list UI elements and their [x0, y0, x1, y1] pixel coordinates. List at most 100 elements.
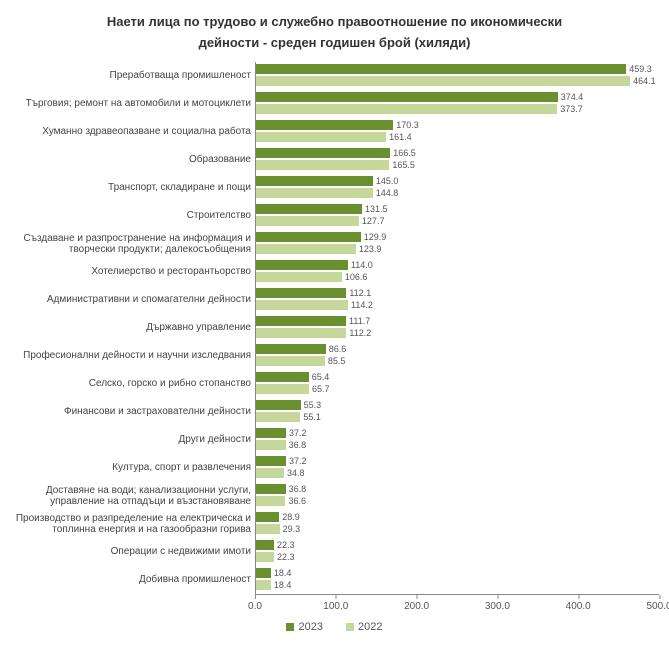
bar-fill: [256, 260, 348, 270]
bar-value-label: 459.3: [626, 64, 652, 74]
bar-group: 131.5127.7: [256, 202, 659, 230]
chart-title: Наети лица по трудово и служебно правоот…: [10, 12, 659, 54]
category-label: Търговия; ремонт на автомобили и мотоцик…: [10, 90, 255, 118]
bar-fill: [256, 216, 359, 226]
bar: 373.7: [256, 104, 557, 114]
bar-fill: [256, 64, 626, 74]
bar-fill: [256, 400, 301, 410]
bar-value-label: 131.5: [362, 204, 388, 214]
category-label: Добивна промишленост: [10, 566, 255, 594]
category-label: Доставяне на води; канализационни услуги…: [10, 482, 255, 510]
legend-item-2022: 2022: [346, 621, 382, 633]
bar: 111.7: [256, 316, 346, 326]
x-tick: 0.0: [248, 595, 262, 612]
bar-group: 28.929.3: [256, 510, 659, 538]
bar: 65.4: [256, 372, 309, 382]
bar: 37.2: [256, 428, 286, 438]
bar: 28.9: [256, 512, 279, 522]
bar-fill: [256, 300, 348, 310]
category-label: Операции с недвижими имоти: [10, 538, 255, 566]
legend-swatch-2023: [286, 623, 294, 631]
category-label: Селско, горско и рибно стопанство: [10, 370, 255, 398]
bar-value-label: 464.1: [630, 76, 656, 86]
bar-fill: [256, 132, 386, 142]
bar-fill: [256, 384, 309, 394]
bar-fill: [256, 440, 286, 450]
category-label: Създаване и разпространение на информаци…: [10, 230, 255, 258]
bar: 166.5: [256, 148, 390, 158]
category-label: Производство и разпределение на електрич…: [10, 510, 255, 538]
legend-label-2023: 2023: [298, 621, 322, 633]
bar-fill: [256, 552, 274, 562]
bar-fill: [256, 496, 285, 506]
bar-value-label: 161.4: [386, 132, 412, 142]
bar: 36.6: [256, 496, 285, 506]
bar-fill: [256, 512, 279, 522]
legend-swatch-2022: [346, 623, 354, 631]
bar-value-label: 112.2: [346, 328, 371, 338]
bar-value-label: 123.9: [356, 244, 382, 254]
bar-fill: [256, 288, 346, 298]
bar: 85.5: [256, 356, 325, 366]
bar: 29.3: [256, 524, 280, 534]
bar: 18.4: [256, 580, 271, 590]
bar: 161.4: [256, 132, 386, 142]
bar: 36.8: [256, 484, 286, 494]
bar-value-label: 106.6: [342, 272, 368, 282]
category-label: Хуманно здравеопазване и социална работа: [10, 118, 255, 146]
bar-value-label: 165.5: [389, 160, 415, 170]
bar-value-label: 65.4: [309, 372, 330, 382]
category-label: Строителство: [10, 202, 255, 230]
bar-fill: [256, 328, 346, 338]
bar-value-label: 37.2: [286, 428, 307, 438]
bar-value-label: 111.7: [346, 316, 370, 326]
bar-fill: [256, 316, 346, 326]
bar-fill: [256, 104, 557, 114]
bar-fill: [256, 568, 271, 578]
bar: 36.8: [256, 440, 286, 450]
category-label: Други дейности: [10, 426, 255, 454]
bar-value-label: 55.1: [300, 412, 321, 422]
bar-fill: [256, 76, 630, 86]
bar-fill: [256, 232, 361, 242]
bar-fill: [256, 412, 300, 422]
x-tick: 500.0: [646, 595, 669, 612]
bar: 37.2: [256, 456, 286, 466]
bar: 114.0: [256, 260, 348, 270]
bar-value-label: 18.4: [271, 580, 292, 590]
bar-value-label: 55.3: [301, 400, 322, 410]
bar-value-label: 144.8: [373, 188, 399, 198]
category-label: Държавно управление: [10, 314, 255, 342]
bar: 55.1: [256, 412, 300, 422]
bar: 165.5: [256, 160, 389, 170]
bar-group: 166.5 165.5: [256, 146, 659, 174]
bar-fill: [256, 456, 286, 466]
bar-value-label: 36.8: [286, 440, 307, 450]
category-label: Транспорт, складиране и пощи: [10, 174, 255, 202]
bar-fill: [256, 188, 373, 198]
bar-fill: [256, 356, 325, 366]
bar: 65.7: [256, 384, 309, 394]
bar-value-label: 114.0: [348, 260, 373, 270]
bar-group: 112.1114.2: [256, 286, 659, 314]
category-label: Професионални дейности и научни изследва…: [10, 342, 255, 370]
plot-area: Преработваща промишленостТърговия; ремон…: [10, 62, 659, 595]
bar-group: 18.418.4: [256, 566, 659, 594]
bar-value-label: 374.4: [558, 92, 584, 102]
bar-value-label: 36.8: [286, 484, 307, 494]
bar-value-label: 28.9: [279, 512, 300, 522]
bar-fill: [256, 484, 286, 494]
legend-item-2023: 2023: [286, 621, 322, 633]
bar: 112.2: [256, 328, 346, 338]
bar-group: 129.9123.9: [256, 230, 659, 258]
bar-group: 36.836.6: [256, 482, 659, 510]
bar-group: 86.685.5: [256, 342, 659, 370]
category-label: Финансови и застрахователни дейности: [10, 398, 255, 426]
bar: 459.3: [256, 64, 626, 74]
bar: 127.7: [256, 216, 359, 226]
title-line2: дейности - среден годишен брой (хиляди): [199, 35, 471, 50]
legend: 2023 2022: [10, 621, 659, 634]
bar-fill: [256, 540, 274, 550]
bar-value-label: 29.3: [280, 524, 301, 534]
bar: 170.3: [256, 120, 393, 130]
